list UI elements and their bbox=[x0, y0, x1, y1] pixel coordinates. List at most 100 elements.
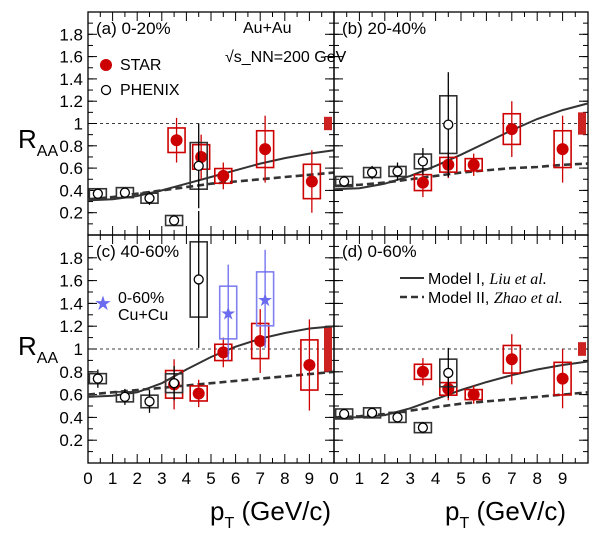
model1-curve bbox=[333, 102, 589, 191]
phenix-point bbox=[366, 167, 378, 178]
y-tick-label: 1 bbox=[74, 340, 83, 359]
y-tick-label: 0.8 bbox=[59, 363, 83, 382]
x-tick-label: 8 bbox=[532, 469, 541, 488]
star-point bbox=[170, 134, 183, 147]
y-tick-label: 0.6 bbox=[59, 386, 83, 405]
legend-star-label: STAR bbox=[120, 57, 161, 74]
star-point bbox=[303, 358, 316, 371]
model2-curve bbox=[333, 391, 589, 419]
cucu-point: ★ bbox=[220, 304, 236, 325]
panel-title: (c) 40-60% bbox=[96, 242, 179, 261]
model2-curve bbox=[87, 171, 335, 201]
x-tick-label: 6 bbox=[231, 469, 240, 488]
x-tick-label: 1 bbox=[108, 469, 117, 488]
legend-cucu-label1: 0-60% bbox=[118, 290, 164, 307]
star-point bbox=[416, 176, 429, 189]
xlabel-left: pT (GeV/c) bbox=[210, 496, 331, 532]
legend-cucu-star-icon: ★ bbox=[94, 291, 112, 315]
xlabel-right-sub: T bbox=[459, 515, 469, 532]
y-tick-label: 1.6 bbox=[59, 272, 83, 291]
model1-curve bbox=[87, 325, 335, 398]
star-point bbox=[467, 158, 480, 171]
legend-model2-label: Model II, Zhao et al. bbox=[428, 290, 563, 307]
legend-model1-text: Model I, bbox=[428, 271, 489, 288]
y-tick-label: 0.8 bbox=[59, 137, 83, 156]
annotation-system: Au+Au bbox=[243, 20, 291, 37]
panel-title: (b) 20-40% bbox=[342, 19, 426, 38]
y-tick-label: 0.6 bbox=[59, 159, 83, 178]
phenix-point bbox=[144, 193, 155, 204]
legend-model1-label: Model I, Liu et al. bbox=[428, 271, 547, 288]
phenix-point bbox=[168, 378, 180, 389]
star-point bbox=[217, 169, 230, 182]
x-tick-label: 2 bbox=[132, 469, 141, 488]
norm-uncertainty-box bbox=[578, 112, 586, 135]
phenix-point bbox=[417, 156, 429, 167]
star-point bbox=[416, 365, 429, 378]
legend-models: Model I, Liu et al. Model II, Zhao et al… bbox=[400, 271, 563, 307]
y-tick-label: 1.4 bbox=[59, 70, 83, 89]
x-tick-label: 5 bbox=[456, 469, 465, 488]
xlabel-left-unit: (GeV/c) bbox=[234, 496, 331, 526]
x-tick-label: 4 bbox=[431, 469, 440, 488]
phenix-point bbox=[417, 422, 429, 433]
norm-uncertainty-box bbox=[578, 342, 586, 356]
legend-phenix: PHENIX bbox=[100, 82, 180, 99]
legend-cucu: ★ 0-60% Cu+Cu bbox=[94, 290, 168, 324]
ylabel-bottom: RAA bbox=[18, 331, 58, 367]
legend-model2-italic: Zhao et al. bbox=[494, 290, 563, 307]
star-point bbox=[505, 353, 518, 366]
phenix-point bbox=[168, 215, 180, 226]
y-tick-label: 1.2 bbox=[59, 92, 83, 111]
panel-title: (a) 0-20% bbox=[96, 19, 171, 38]
phenix-point bbox=[119, 187, 131, 198]
x-tick-label: 9 bbox=[305, 469, 314, 488]
legend-star-marker bbox=[100, 59, 112, 71]
panel-3: 0 1 2 3 4 5 6 7 8 9 (d) 0-60% bbox=[329, 234, 589, 488]
xlabel-left-main: p bbox=[210, 496, 224, 526]
xlabel-right-unit: (GeV/c) bbox=[469, 496, 566, 526]
y-tick-label: 1.6 bbox=[59, 48, 83, 67]
phenix-point bbox=[392, 166, 403, 177]
phenix-point bbox=[92, 373, 103, 384]
x-tick-label: 4 bbox=[182, 469, 191, 488]
phenix-point bbox=[92, 188, 103, 199]
phenix-point bbox=[366, 407, 378, 418]
star-point bbox=[467, 388, 480, 401]
x-tick-label: 9 bbox=[558, 469, 567, 488]
ylabel-top: RAA bbox=[18, 124, 58, 160]
y-tick-label: 1 bbox=[74, 115, 83, 134]
phenix-point bbox=[339, 176, 350, 187]
y-tick-label: 1.4 bbox=[59, 294, 83, 313]
phenix-point bbox=[193, 274, 204, 285]
model2-curve bbox=[333, 162, 589, 188]
model2-curve bbox=[87, 370, 335, 396]
y-tick-label: 1.8 bbox=[59, 25, 83, 44]
y-tick-label: 0.4 bbox=[59, 408, 83, 427]
legend-model1-italic: Liu et al. bbox=[488, 271, 546, 288]
cucu-point: ★ bbox=[257, 290, 273, 311]
legend-phenix-marker bbox=[100, 84, 112, 96]
panel-2: 0.20.40.60.811.21.41.61.80 1 2 3 4 5 6 7 8 9★★(c)… bbox=[59, 211, 335, 488]
x-tick-label: 7 bbox=[507, 469, 516, 488]
phenix-point bbox=[119, 391, 131, 403]
panel-1: (b) 20-40% bbox=[333, 11, 589, 236]
ylabel-bottom-main: R bbox=[18, 331, 37, 361]
ylabel-top-main: R bbox=[18, 124, 37, 154]
norm-uncertainty-box bbox=[324, 116, 332, 131]
x-tick-label: 3 bbox=[157, 469, 166, 488]
panel-title: (d) 0-60% bbox=[342, 242, 417, 261]
phenix-point bbox=[392, 412, 403, 423]
model1-curve bbox=[334, 360, 589, 419]
xlabel-right-main: p bbox=[445, 496, 459, 526]
x-tick-label: 1 bbox=[355, 469, 364, 488]
x-tick-label: 2 bbox=[380, 469, 389, 488]
xlabel-right: pT (GeV/c) bbox=[445, 496, 566, 532]
ylabel-top-sub: AA bbox=[37, 143, 59, 160]
star-point bbox=[305, 175, 318, 188]
x-tick-label: 7 bbox=[255, 469, 264, 488]
star-point bbox=[192, 387, 205, 400]
x-tick-label: 5 bbox=[206, 469, 215, 488]
x-tick-label: 0 bbox=[329, 469, 338, 488]
norm-uncertainty-box bbox=[324, 326, 332, 372]
